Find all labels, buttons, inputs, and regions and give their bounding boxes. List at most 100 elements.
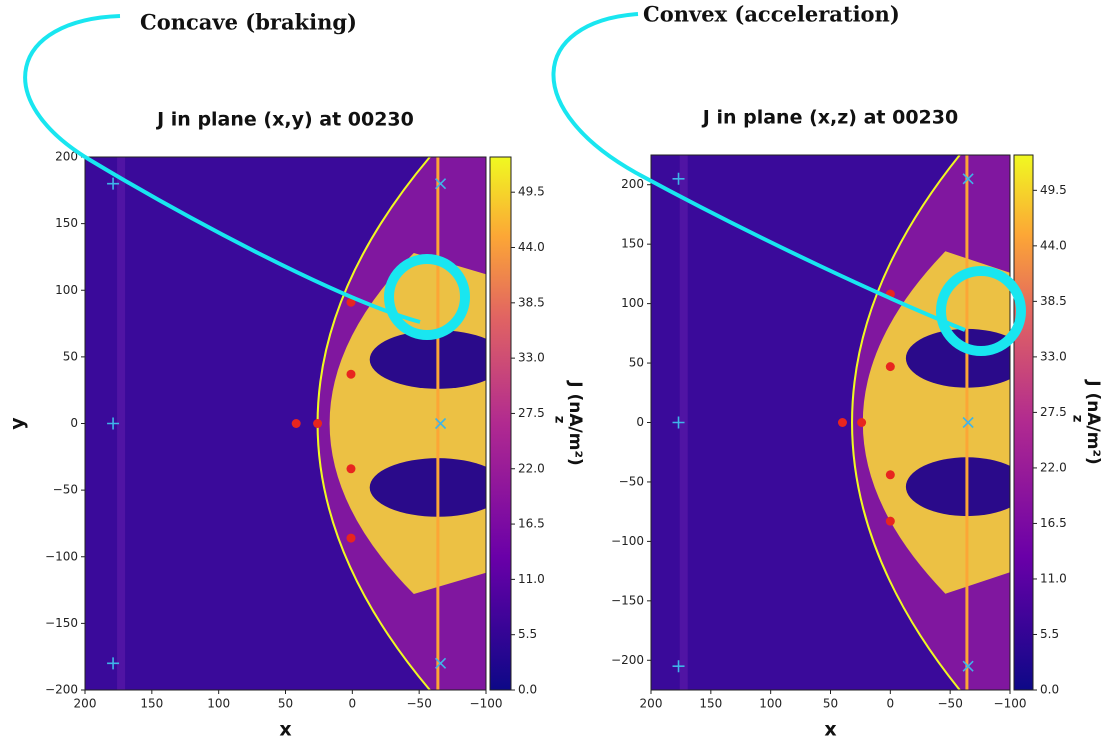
colorbar-tick-label: 16.5 [518, 517, 545, 531]
y-tick-label: 200 [55, 150, 78, 164]
colorbar-tick-label: 5.5 [518, 627, 537, 641]
x-tick-label: 150 [140, 697, 163, 711]
colorbar-tick-label: 49.5 [1040, 183, 1067, 197]
colorbar-tick-label: 22.0 [1040, 460, 1067, 474]
y-tick-label: −150 [45, 616, 78, 630]
point [837, 418, 847, 427]
x-tick-label: 100 [207, 697, 230, 711]
y-tick-label: 200 [621, 177, 644, 191]
x-tick-label: 50 [278, 697, 293, 711]
point [107, 657, 120, 670]
colorbar-tick-label: 33.0 [1040, 349, 1067, 363]
colorbar [1013, 154, 1034, 691]
callout-line [551, 12, 966, 332]
colorbar [489, 156, 512, 691]
callout-circle [384, 254, 470, 340]
colorbar-tick-label: 11.0 [518, 572, 545, 586]
x-tick-label: 150 [699, 697, 722, 711]
x-tick-label: 50 [823, 697, 838, 711]
colorbar-tick-label: 11.0 [1040, 571, 1067, 585]
colorbar-tick-label: 0.0 [1040, 683, 1059, 697]
heatmap-image [85, 157, 486, 690]
point [346, 297, 356, 307]
y-axis-label: y [7, 417, 29, 430]
point [672, 172, 685, 185]
point [107, 417, 120, 430]
colorbar-tick-label: 49.5 [518, 185, 545, 199]
colorbar-tick-label: 44.0 [1040, 238, 1067, 252]
point [346, 533, 356, 543]
x-tick-label: 100 [759, 697, 782, 711]
y-tick-label: 0 [636, 415, 644, 429]
y-tick-label: 100 [55, 283, 78, 297]
colorbar-tick-label: 27.5 [518, 406, 545, 420]
point [107, 177, 120, 190]
lobe [369, 458, 486, 517]
x-tick-label: 200 [640, 697, 663, 711]
callout-line [23, 14, 421, 324]
point [885, 362, 895, 372]
y-tick-label: −200 [611, 653, 644, 667]
annotation: Concave (braking) [140, 10, 357, 35]
point [885, 516, 895, 526]
point [857, 418, 867, 427]
y-tick-label: 150 [621, 237, 644, 251]
lobe [369, 330, 486, 389]
colorbar-label: J (nA/m²) [1083, 379, 1103, 464]
point [434, 178, 447, 190]
x-axis-label: x [279, 719, 291, 740]
colorbar-tick-label: 16.5 [1040, 516, 1067, 530]
colorbar-tick-label: 0.0 [518, 683, 537, 697]
x-tick-label: 200 [74, 697, 97, 711]
point [885, 470, 895, 480]
x-tick-label: −100 [470, 697, 503, 711]
point [434, 417, 447, 430]
point [672, 416, 685, 429]
colorbar-tick-label: 22.0 [518, 461, 545, 475]
point [962, 173, 974, 185]
y-tick-label: −150 [611, 593, 644, 607]
y-tick-label: −200 [45, 683, 78, 697]
annotation: Convex (acceleration) [643, 2, 900, 27]
colorbar-tick-label: 38.5 [1040, 294, 1067, 308]
y-tick-label: 50 [63, 349, 78, 363]
colorbar-label-subscript: z [1070, 415, 1085, 423]
point [346, 369, 356, 379]
callout-circle [936, 266, 1026, 356]
y-tick-label: −50 [53, 483, 78, 497]
point [962, 660, 974, 672]
chart-title: J in plane (x,z) at 00230 [701, 107, 958, 129]
point [672, 660, 685, 673]
point [291, 419, 301, 428]
x-tick-label: 0 [887, 697, 895, 711]
colorbar-label: J (nA/m²) [565, 380, 585, 465]
point [434, 657, 447, 669]
point [962, 416, 974, 429]
colorbar-tick-label: 5.5 [1040, 627, 1059, 641]
shock-edge [851, 155, 961, 690]
lobe [905, 328, 1010, 388]
x-tick-label: −100 [994, 697, 1027, 711]
y-tick-label: 100 [621, 296, 644, 310]
colorbar-tick-label: 38.5 [518, 295, 545, 309]
x-tick-label: 0 [349, 697, 357, 711]
colorbar-tick-label: 33.0 [518, 351, 545, 365]
y-tick-label: −100 [611, 534, 644, 548]
point [313, 419, 323, 428]
lobe [905, 457, 1010, 517]
heatmap-stripe [117, 157, 126, 690]
colorbar-tick-label: 27.5 [1040, 405, 1067, 419]
x-axis-label: x [824, 719, 836, 740]
colorbar-tick-label: 44.0 [518, 240, 545, 254]
point [346, 464, 356, 474]
colorbar-label-subscript: z [552, 416, 567, 424]
y-tick-label: 150 [55, 216, 78, 230]
y-tick-label: −50 [619, 474, 644, 488]
heatmap-image [651, 155, 1010, 690]
x-tick-label: −50 [407, 697, 432, 711]
x-tick-label: −50 [938, 697, 963, 711]
chart-title: J in plane (x,y) at 00230 [155, 109, 414, 131]
y-tick-label: 50 [629, 356, 644, 370]
y-tick-label: −100 [45, 549, 78, 563]
